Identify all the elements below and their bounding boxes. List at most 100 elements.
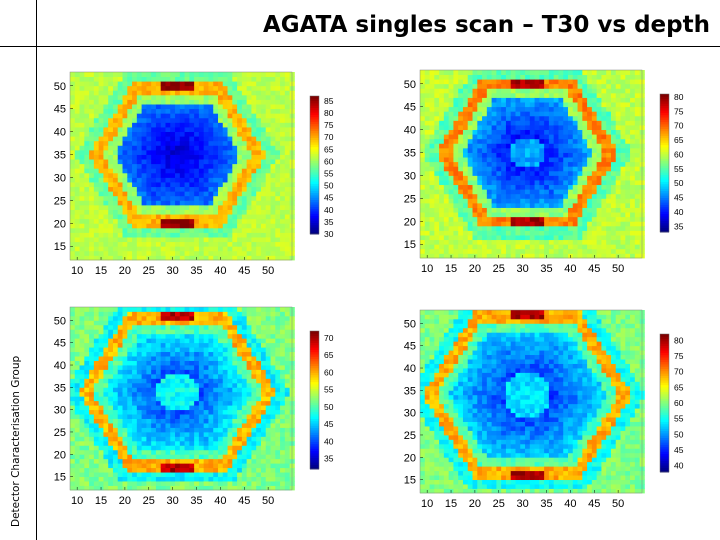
heatmap-cell bbox=[218, 246, 224, 252]
heatmap-cell bbox=[275, 214, 281, 220]
heatmap-cell bbox=[194, 177, 200, 183]
heatmap-cell bbox=[467, 143, 473, 149]
heatmap-cell bbox=[515, 239, 521, 245]
heatmap-cell bbox=[601, 97, 607, 103]
heatmap-cell bbox=[568, 83, 574, 89]
heatmap-cell bbox=[146, 427, 152, 433]
heatmap-cell bbox=[160, 172, 166, 178]
heatmap-cell bbox=[256, 149, 262, 155]
heatmap-cell bbox=[260, 200, 267, 206]
heatmap-cell bbox=[615, 248, 621, 254]
heatmap-cell bbox=[89, 387, 95, 393]
heatmap-cell bbox=[284, 168, 291, 174]
heatmap-cell bbox=[122, 351, 128, 357]
heatmap-cell bbox=[420, 170, 426, 176]
heatmap-cell bbox=[270, 241, 276, 247]
heatmap-cell bbox=[165, 136, 171, 142]
heatmap-cell bbox=[84, 177, 90, 183]
heatmap-cell bbox=[89, 391, 95, 397]
heatmap-cell bbox=[170, 311, 176, 317]
heatmap-cell bbox=[175, 113, 181, 119]
heatmap-cell bbox=[606, 83, 612, 89]
heatmap-cell bbox=[601, 175, 607, 181]
heatmap-cell bbox=[280, 195, 286, 201]
heatmap-cell bbox=[486, 152, 493, 158]
heatmap-cell bbox=[132, 476, 138, 482]
heatmap-cell bbox=[420, 221, 426, 227]
heatmap-cell bbox=[606, 161, 612, 167]
heatmap-cell bbox=[630, 198, 636, 204]
heatmap-cell bbox=[89, 427, 95, 433]
heatmap-cell bbox=[189, 246, 195, 252]
heatmap-cell bbox=[93, 214, 100, 220]
heatmap-cell bbox=[256, 237, 262, 243]
heatmap-cell bbox=[265, 191, 271, 197]
heatmap-cell bbox=[189, 140, 195, 146]
heatmap-cell bbox=[70, 436, 76, 442]
heatmap-cell bbox=[151, 463, 157, 469]
heatmap-cell bbox=[568, 212, 574, 218]
heatmap-cell bbox=[606, 244, 612, 250]
colorbar-segment bbox=[660, 179, 669, 182]
heatmap-cell bbox=[89, 149, 95, 155]
heatmap-cell bbox=[218, 140, 224, 146]
heatmap-cell bbox=[132, 360, 138, 366]
heatmap-cell bbox=[534, 106, 540, 112]
heatmap-cell bbox=[587, 175, 593, 181]
heatmap-cell bbox=[184, 159, 190, 165]
heatmap-cell bbox=[194, 94, 200, 100]
heatmap-cell bbox=[582, 147, 588, 153]
colorbar-segment bbox=[660, 123, 669, 127]
heatmap-cell bbox=[98, 414, 104, 419]
heatmap-cell bbox=[265, 214, 271, 220]
page-title: AGATA singles scan – T30 vs depth bbox=[262, 12, 710, 38]
heatmap-cell bbox=[208, 90, 214, 96]
heatmap-cell bbox=[510, 207, 516, 213]
heatmap-cell bbox=[246, 232, 252, 238]
heatmap-cell bbox=[625, 170, 631, 176]
heatmap-cell bbox=[544, 221, 550, 227]
heatmap-cell bbox=[179, 113, 185, 119]
heatmap-cell bbox=[525, 207, 531, 213]
heatmap-cell bbox=[491, 189, 497, 195]
heatmap-cell bbox=[112, 209, 119, 215]
heatmap-cell bbox=[634, 111, 641, 117]
heatmap-cell bbox=[79, 307, 85, 312]
heatmap-cell bbox=[70, 414, 76, 419]
heatmap-cell bbox=[136, 458, 143, 464]
heatmap-cell bbox=[505, 198, 512, 204]
heatmap-cell bbox=[510, 180, 516, 186]
heatmap-cell bbox=[194, 204, 200, 210]
heatmap-cell bbox=[98, 445, 104, 451]
heatmap-cell bbox=[510, 221, 516, 227]
heatmap-cell bbox=[79, 356, 85, 361]
heatmap-cell bbox=[146, 227, 152, 233]
heatmap-cell bbox=[256, 117, 262, 123]
heatmap-cell bbox=[420, 79, 426, 85]
heatmap-cell bbox=[70, 481, 76, 486]
heatmap-cell bbox=[165, 347, 171, 353]
heatmap-cell bbox=[275, 149, 281, 155]
heatmap-cell bbox=[424, 212, 430, 218]
heatmap-cell bbox=[429, 189, 435, 195]
heatmap-cell bbox=[203, 241, 209, 247]
heatmap-cell bbox=[218, 177, 224, 183]
heatmap-cell bbox=[529, 207, 535, 213]
heatmap-cell bbox=[103, 163, 109, 169]
heatmap-cell bbox=[520, 74, 526, 80]
heatmap-cell bbox=[122, 476, 128, 482]
heatmap-cell bbox=[151, 445, 157, 451]
heatmap-cell bbox=[237, 182, 243, 188]
heatmap-cell bbox=[448, 79, 454, 85]
heatmap-cell bbox=[93, 81, 100, 87]
heatmap-cell bbox=[491, 97, 497, 103]
heatmap-cell bbox=[122, 378, 128, 384]
heatmap-cell bbox=[439, 120, 445, 126]
heatmap-cell bbox=[601, 115, 607, 121]
heatmap-cell bbox=[443, 143, 450, 149]
heatmap-cell bbox=[165, 108, 171, 114]
heatmap-cell bbox=[510, 175, 516, 181]
heatmap-cell bbox=[615, 189, 621, 195]
heatmap-cell bbox=[458, 83, 464, 89]
heatmap-cell bbox=[270, 131, 276, 137]
